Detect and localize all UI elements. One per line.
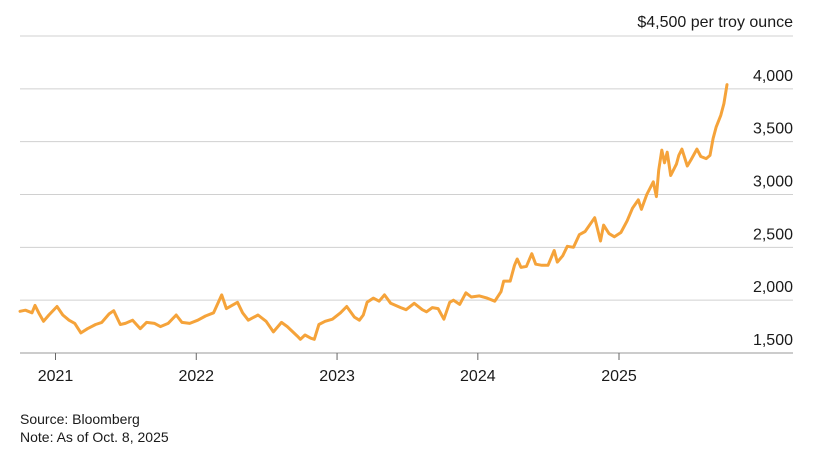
y-tick-label: 4,000 <box>753 68 793 85</box>
date-note: Note: As of Oct. 8, 2025 <box>20 429 169 445</box>
chart-footer: Source: Bloomberg Note: As of Oct. 8, 20… <box>20 410 169 446</box>
y-axis-ticks: 1,500 2,000 2,500 3,000 3,500 4,000 <box>753 68 793 349</box>
x-tick-label: 2023 <box>319 368 355 385</box>
y-tick-label: 3,500 <box>753 121 793 138</box>
x-axis-ticks: 2021 2022 2023 2024 2025 <box>38 353 637 385</box>
y-tick-label: 3,000 <box>753 174 793 191</box>
x-tick-label: 2021 <box>38 368 74 385</box>
gridlines <box>20 35 793 354</box>
x-tick-label: 2025 <box>601 368 637 385</box>
y-tick-label: 2,000 <box>753 279 793 296</box>
gold-price-line <box>18 83 729 341</box>
x-tick-label: 2024 <box>460 368 496 385</box>
y-tick-label: 1,500 <box>753 332 793 349</box>
x-tick-label: 2022 <box>178 368 214 385</box>
gold-price-chart: $4,500 per troy ounce 1,500 2,000 2,500 3,0… <box>18 14 793 385</box>
y-top-label: $4,500 per troy ounce <box>637 14 793 31</box>
y-tick-label: 2,500 <box>753 226 793 243</box>
source-note: Source: Bloomberg <box>20 411 140 427</box>
